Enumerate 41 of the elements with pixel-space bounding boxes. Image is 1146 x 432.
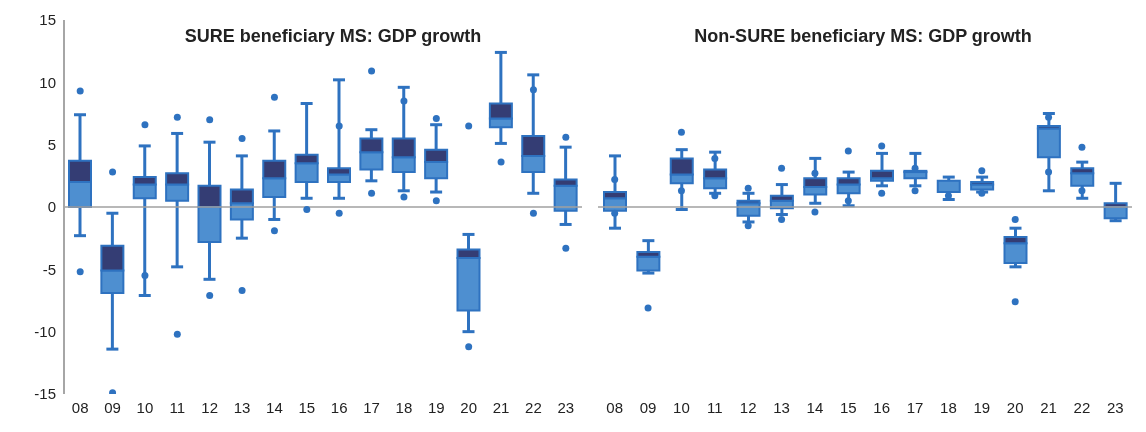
x-tick-label: 12 [201,398,219,416]
x-tick-label: 16 [330,398,348,416]
chart-title: Non-SURE beneficiary MS: GDP growth [693,26,1033,47]
x-tick-label: 20 [460,398,478,416]
x-tick-label: 18 [940,398,957,416]
x-tick-label: 22 [525,398,542,416]
y-tick-label: 0 [47,198,56,216]
x-tick-label: 13 [773,398,790,416]
x-tick-label: 10 [673,398,690,416]
x-tick-label: 19 [427,398,445,416]
x-tick-label: 09 [104,398,121,416]
x-tick-label: 11 [169,398,186,416]
y-tick-label: -10 [34,322,56,340]
x-tick-label: 12 [739,398,757,416]
x-tick-label: 15 [839,398,857,416]
x-tick-label: 14 [266,398,283,416]
x-tick-label: 09 [639,398,657,416]
x-tick-label: 10 [136,398,154,416]
x-tick-label: 11 [707,398,723,416]
x-tick-label: 20 [1006,398,1024,416]
x-tick-label: 17 [906,398,924,416]
x-tick-label: 22 [1073,398,1091,416]
y-tick-label: -5 [42,260,56,278]
x-tick-label: 19 [973,398,991,416]
x-tick-label: 17 [363,398,380,416]
x-tick-label: 14 [806,398,824,416]
x-tick-label: 08 [71,398,89,416]
x-tick-label: 16 [873,398,891,416]
y-tick-label: 10 [39,73,56,91]
x-tick-label: 23 [557,398,575,416]
x-tick-label: 21 [492,398,510,416]
x-tick-label: 23 [1106,398,1124,416]
y-tick-label: -15 [34,385,56,403]
y-tick-label: 15 [39,11,56,29]
x-tick-label: 08 [606,398,624,416]
x-tick-label: 13 [233,398,251,416]
x-tick-label: 18 [395,398,413,416]
y-tick-label: 5 [47,135,56,153]
x-tick-label: 21 [1040,398,1057,416]
chart-title: SURE beneficiary MS: GDP growth [183,26,483,47]
x-tick-label: 15 [298,398,316,416]
